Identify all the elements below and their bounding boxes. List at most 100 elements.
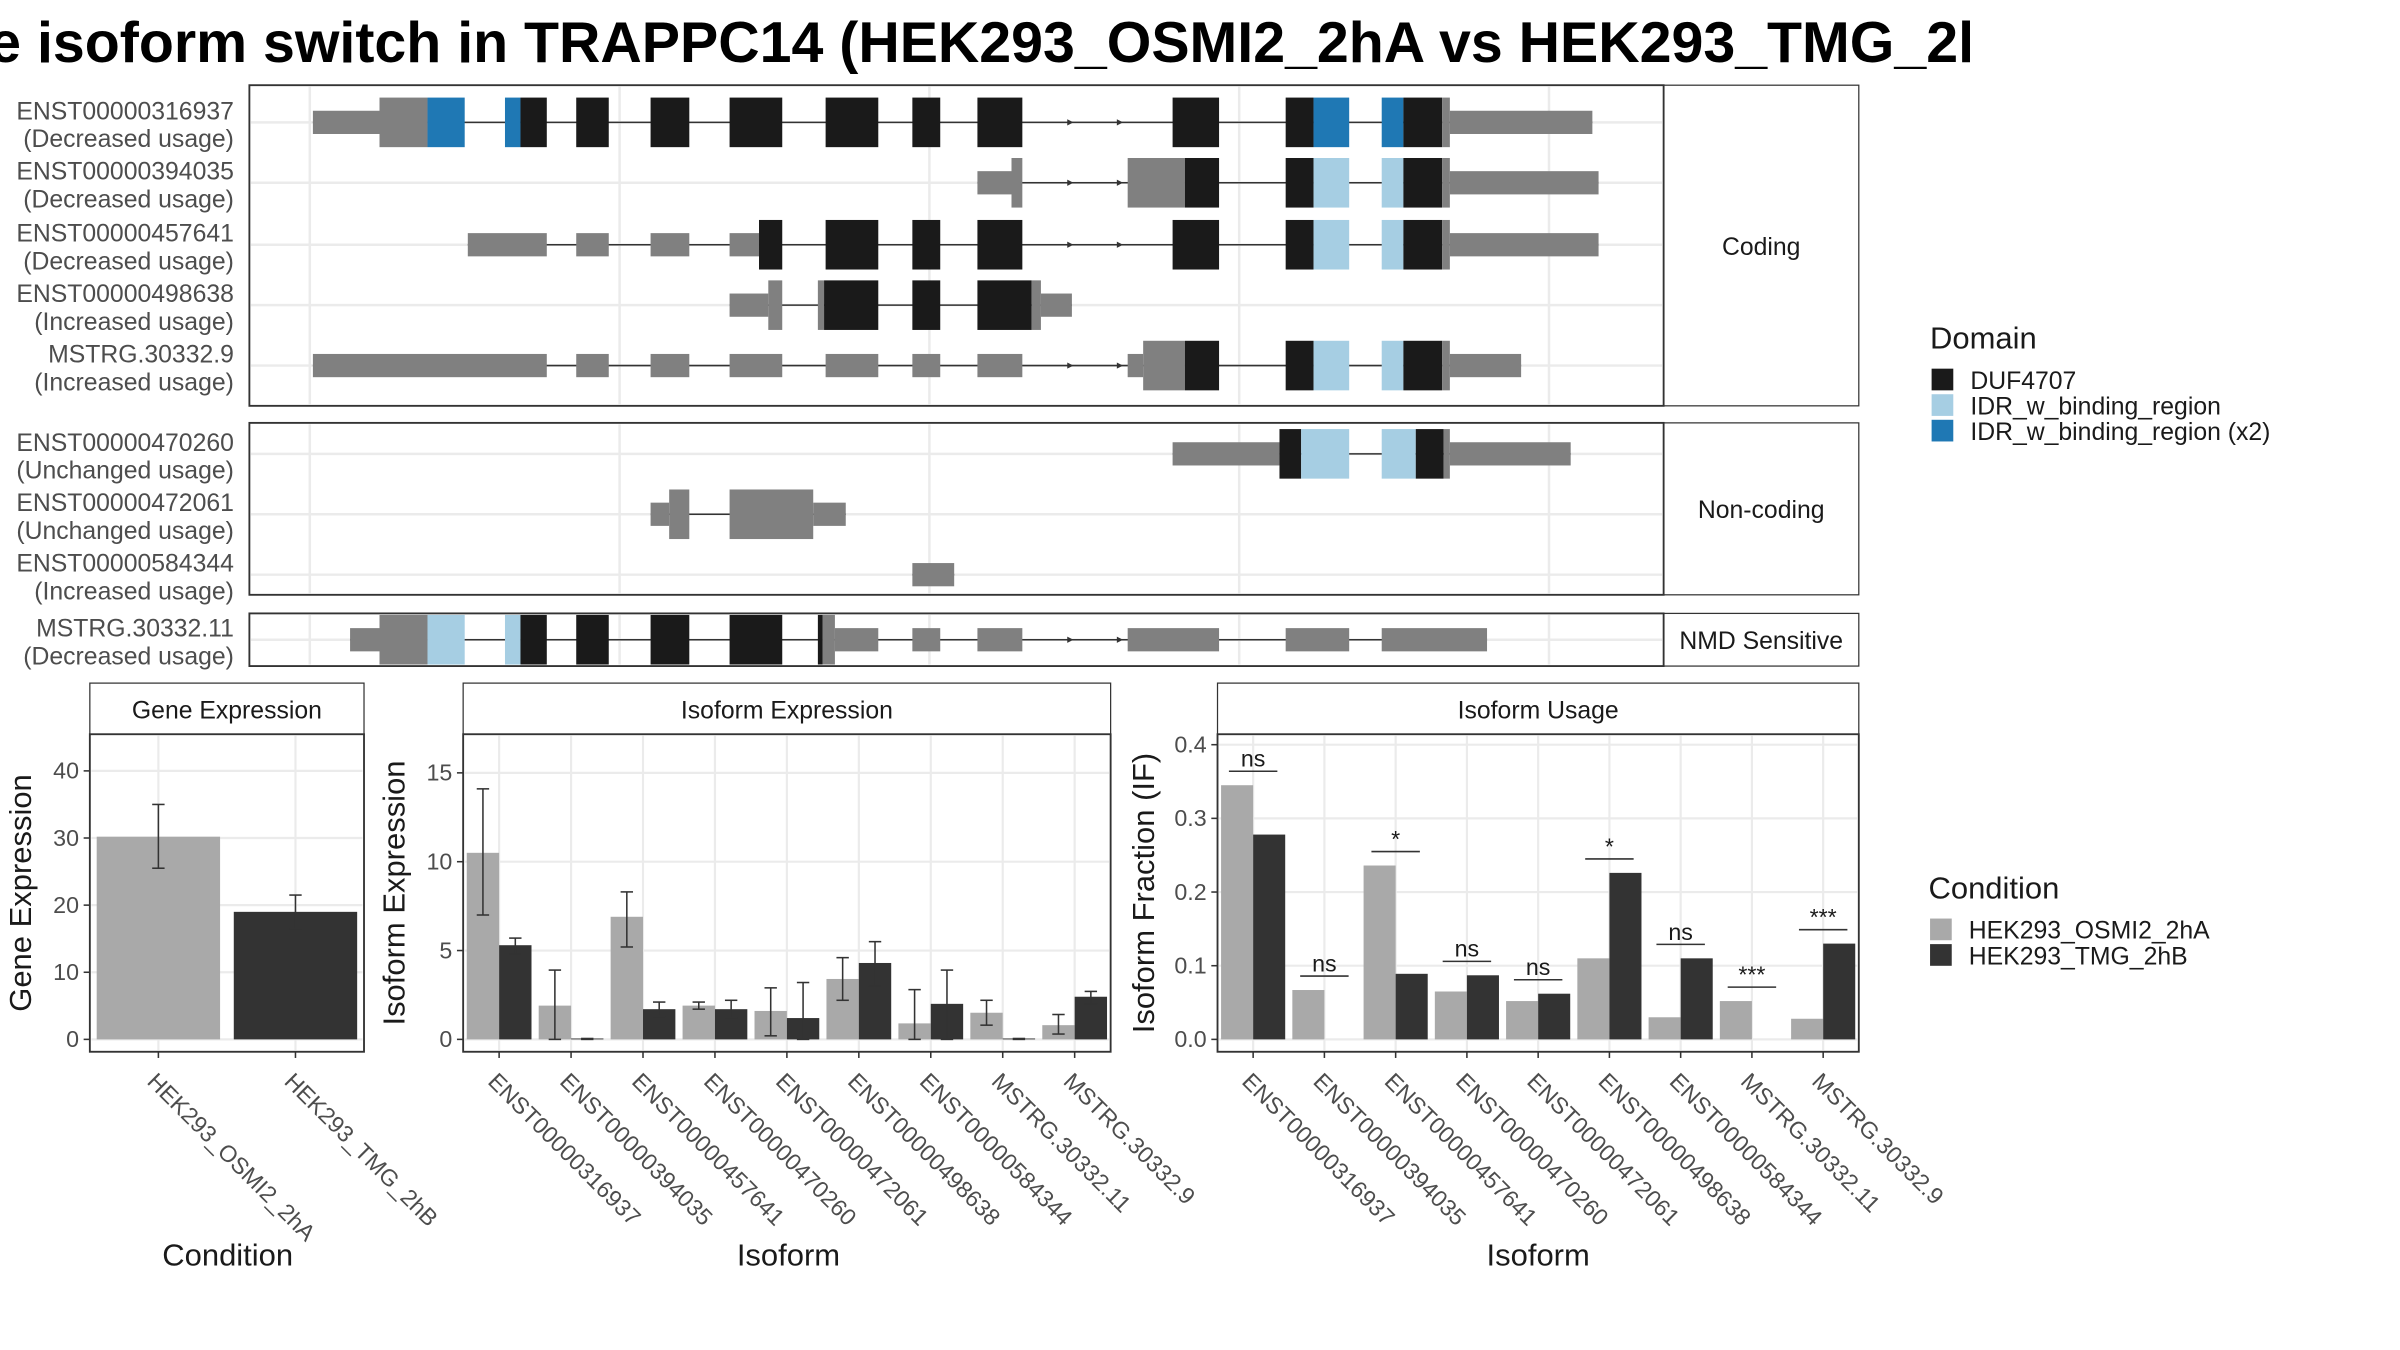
- chart-strip: [1216, 682, 1860, 735]
- bar: [1719, 1001, 1752, 1040]
- condition-legend-title: Condition: [1929, 870, 2060, 905]
- bar: [1434, 991, 1467, 1040]
- exon-block: [1442, 340, 1450, 391]
- condition-legend-label: HEK293_OSMI2_2hA: [1969, 918, 2210, 945]
- bar: [1648, 1017, 1681, 1040]
- significance-label: *: [1391, 826, 1400, 852]
- y-tick-label: 15: [426, 760, 452, 786]
- transcript-usage: (Increased usage): [34, 309, 234, 336]
- exon-block: [822, 614, 835, 665]
- domain-legend-swatch: [1931, 368, 1954, 391]
- exon-block: [1127, 157, 1185, 208]
- exon-block: [813, 502, 846, 526]
- exon-block: [1279, 429, 1302, 479]
- exon-block: [834, 628, 879, 652]
- chart-title: Isoform Expression: [681, 698, 893, 725]
- chart-title: Isoform Usage: [1458, 698, 1619, 725]
- exon-block: [1443, 429, 1450, 479]
- exon-block: [1285, 97, 1314, 148]
- exon-block: [1381, 97, 1404, 148]
- exon-block: [1143, 340, 1185, 391]
- exon-block: [1285, 219, 1314, 270]
- domain-legend-title: Domain: [1930, 321, 2037, 356]
- x-tick-label: HEK293_TMG_2hB: [280, 1068, 443, 1231]
- y-tick-label: 0.2: [1174, 879, 1206, 905]
- exon-block: [1184, 340, 1220, 391]
- x-axis-label: Isoform: [1487, 1238, 1590, 1273]
- exon-block: [759, 219, 783, 270]
- transcript-id: ENST00000470260: [16, 430, 234, 457]
- exon-block: [912, 219, 941, 270]
- exon-block: [977, 219, 1023, 270]
- transcript-usage: (Decreased usage): [23, 249, 234, 276]
- exon-block: [1381, 340, 1404, 391]
- strand-arrow: [1067, 362, 1074, 369]
- transcript-id: ENST00000394035: [16, 159, 234, 186]
- exon-block: [1442, 97, 1450, 148]
- exon-block: [1285, 628, 1350, 652]
- exon-block: [650, 353, 690, 378]
- exon-block: [1301, 429, 1350, 479]
- exon-block: [1449, 171, 1599, 195]
- chart-strip: [89, 682, 365, 735]
- facet-label: Non-coding: [1698, 497, 1825, 524]
- exon-block: [1381, 429, 1416, 479]
- exon-block: [1172, 219, 1220, 270]
- exon-block: [729, 614, 783, 665]
- exon-block: [504, 614, 521, 665]
- y-tick-label: 40: [53, 758, 79, 784]
- exon-block: [650, 614, 690, 665]
- exon-block: [650, 233, 690, 257]
- strand-arrow: [1067, 241, 1074, 248]
- bar: [233, 911, 358, 1040]
- significance-label: ***: [1810, 904, 1837, 930]
- x-tick-label: MSTRG.30332.9: [1807, 1068, 1949, 1210]
- significance-label: ns: [1312, 950, 1337, 976]
- plot-title: e isoform switch in TRAPPC14 (HEK293_OSM…: [0, 11, 1974, 75]
- y-axis-label: Isoform Fraction (IF): [1126, 753, 1161, 1033]
- bar: [1506, 1001, 1539, 1040]
- domain-legend-swatch: [1931, 419, 1954, 442]
- chart-frame: [462, 733, 1112, 1053]
- significance-label: ns: [1455, 936, 1480, 962]
- exon-block: [825, 219, 879, 270]
- exon-block: [817, 280, 825, 330]
- domain-legend-label: IDR_w_binding_region (x2): [1970, 419, 2270, 446]
- transcript-id: ENST00000457641: [16, 221, 234, 248]
- bar: [499, 945, 532, 1040]
- transcript-usage: (Unchanged usage): [16, 458, 234, 485]
- bar: [96, 836, 221, 1040]
- bar: [1253, 834, 1286, 1040]
- exon-block: [912, 628, 941, 652]
- x-axis-label: Isoform: [737, 1238, 840, 1273]
- exon-block: [1449, 353, 1522, 378]
- exon-block: [650, 502, 670, 526]
- significance-label: ns: [1526, 954, 1551, 980]
- exon-block: [729, 489, 814, 540]
- exon-block: [1313, 340, 1350, 391]
- domain-legend-label: DUF4707: [1970, 368, 2076, 395]
- exon-block: [1442, 219, 1450, 270]
- strand-arrow: [1116, 362, 1124, 369]
- exon-block: [977, 280, 1032, 330]
- exon-block: [504, 97, 521, 148]
- exon-block: [379, 614, 428, 665]
- exon-block: [467, 233, 547, 257]
- exon-block: [912, 563, 955, 587]
- y-tick-label: 20: [53, 892, 79, 918]
- bar: [1680, 958, 1713, 1040]
- strand-arrow: [1116, 179, 1124, 186]
- y-tick-label: 10: [426, 848, 452, 874]
- exon-block: [729, 353, 783, 378]
- transcript-id: ENST00000584344: [16, 551, 234, 578]
- exon-block: [350, 628, 380, 652]
- exon-block: [1449, 442, 1571, 466]
- exon-block: [977, 171, 1012, 195]
- exon-block: [912, 353, 941, 378]
- exon-block: [1127, 628, 1220, 652]
- exon-block: [1285, 340, 1314, 391]
- exon-block: [1415, 429, 1444, 479]
- exon-block: [1184, 157, 1220, 208]
- strand-arrow: [1067, 636, 1074, 643]
- x-axis-label: Condition: [162, 1238, 293, 1273]
